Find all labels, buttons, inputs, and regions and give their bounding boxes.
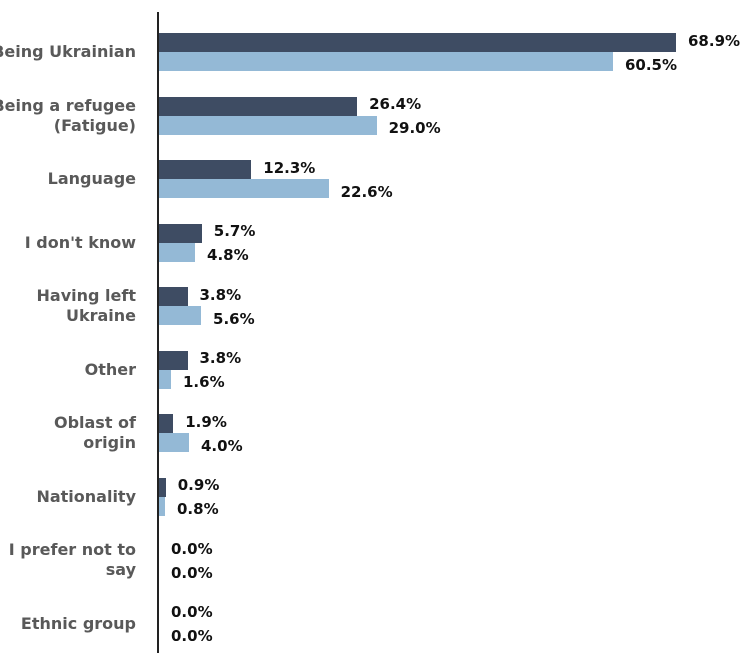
bar — [159, 496, 165, 516]
category-label: Being a refugee (Fatigue) — [0, 95, 136, 135]
value-label: 60.5% — [624, 55, 678, 74]
value-label: 12.3% — [263, 158, 316, 177]
axis-line — [157, 12, 159, 653]
value-label: 0.0% — [171, 627, 213, 645]
value-label: 22.6% — [340, 182, 393, 201]
bar — [159, 414, 174, 433]
value-label: 4.0% — [201, 436, 243, 455]
value-label: 0.0% — [171, 603, 213, 621]
category-label: Ethnic group — [20, 613, 136, 633]
value-label: 0.8% — [177, 500, 219, 518]
bar — [159, 179, 329, 198]
value-label: 3.8% — [199, 285, 242, 304]
bar — [159, 306, 202, 325]
category-label: Being Ukrainian — [0, 42, 136, 61]
category-label: Language — [47, 169, 136, 188]
bar — [159, 369, 171, 389]
category-label: Oblast of origin — [53, 413, 136, 452]
bar — [159, 33, 676, 52]
value-label: 0.0% — [171, 539, 213, 558]
value-label: 0.0% — [171, 563, 213, 582]
value-label: 5.6% — [213, 309, 255, 328]
bar — [159, 223, 202, 243]
bar — [159, 115, 377, 135]
value-label: 0.9% — [177, 476, 220, 494]
bar — [159, 242, 196, 262]
category-label: I don't know — [24, 232, 136, 252]
category-label: I prefer not to say — [8, 540, 136, 579]
category-label: Other — [84, 359, 136, 379]
bar — [159, 160, 252, 179]
bar — [159, 350, 188, 370]
value-label: 1.9% — [185, 412, 227, 431]
bar — [159, 287, 188, 306]
value-label: 26.4% — [369, 95, 422, 113]
bar — [159, 433, 189, 452]
value-label: 68.9% — [688, 31, 741, 50]
bar — [159, 96, 358, 116]
category-label: Having left Ukraine — [36, 286, 136, 325]
value-label: 1.6% — [183, 373, 225, 391]
value-label: 4.8% — [207, 246, 249, 264]
category-label: Nationality — [36, 486, 136, 506]
value-label: 29.0% — [388, 119, 441, 137]
bar — [159, 52, 613, 71]
value-label: 3.8% — [199, 349, 242, 367]
value-label: 5.7% — [213, 222, 256, 240]
bar — [159, 477, 166, 497]
